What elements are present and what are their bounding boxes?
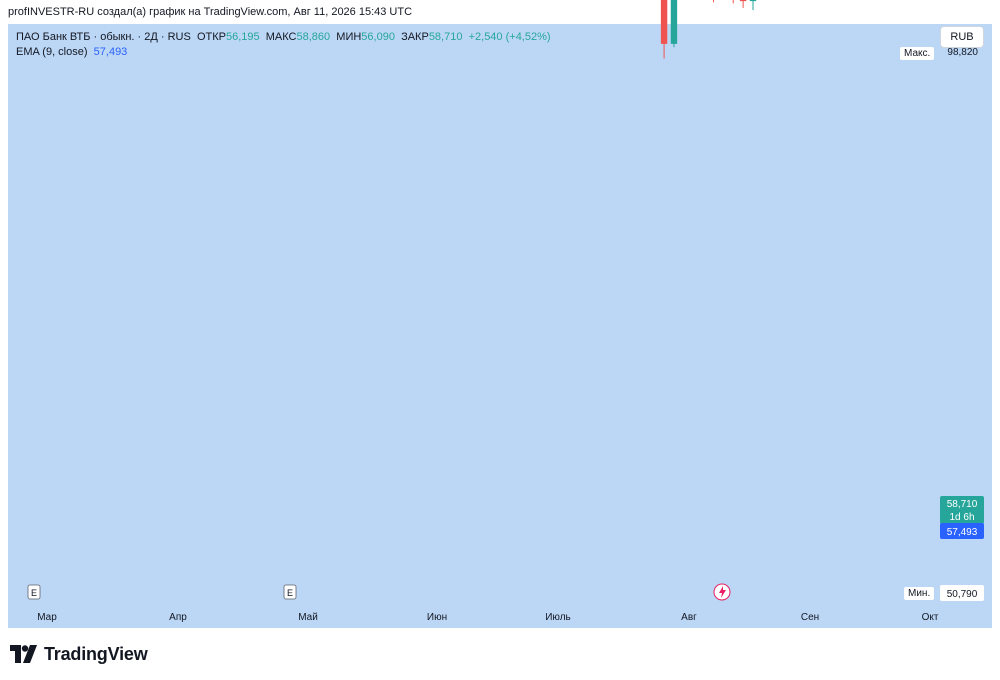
ema-value: 57,493 [93, 46, 128, 58]
x-tick-label: Май [298, 612, 318, 623]
x-tick-label: Апр [169, 612, 187, 623]
high-label: МАКС [265, 31, 297, 43]
earnings-event-label: E [287, 588, 293, 598]
symbol-label[interactable]: ПАО Банк ВТБ · обыкн. · 2Д · RUS [16, 31, 191, 43]
ema-label[interactable]: EMA (9, close) [16, 46, 88, 58]
x-tick-label: Июн [427, 612, 447, 623]
low-value: 56,090 [361, 31, 395, 43]
earnings-event-marker[interactable] [27, 584, 41, 600]
ohlc-legend: ПАО Банк ВТБ · обыкн. · 2Д · RUS ОТКР56,… [16, 31, 551, 43]
max-label: Макс. [900, 47, 935, 60]
min-label: Мин. [904, 587, 935, 600]
close-value: 58,710 [428, 31, 463, 43]
tradingview-logo[interactable]: TradingView [10, 642, 148, 666]
currency-button[interactable]: RUB [940, 26, 984, 48]
open-label: ОТКР [196, 31, 226, 43]
ema-price-tag: 57,493 [947, 527, 978, 538]
close-label: ЗАКР [401, 31, 429, 43]
lightning-icon [719, 586, 726, 598]
x-tick-label: Окт [922, 612, 939, 623]
y-tick-label-top: 98,820 [947, 47, 978, 58]
low-label: МИН [336, 31, 362, 43]
high-value: 58,860 [296, 31, 331, 43]
x-tick-label: Авг [681, 612, 697, 623]
earnings-event-label: E [31, 588, 37, 598]
ema-legend: EMA (9, close) 57,493 [16, 46, 127, 58]
x-tick-label: Мар [37, 612, 57, 623]
x-tick-label: Июль [545, 612, 571, 623]
ema-price-tag-bg [940, 523, 984, 539]
earnings-event-marker[interactable] [283, 584, 297, 600]
candle-body[interactable] [660, 0, 668, 44]
countdown-tag: 1d 6h [949, 512, 974, 523]
min-price-tag: 50,790 [947, 589, 978, 600]
x-tick-label: Сен [801, 612, 819, 623]
last-price-tag: 58,710 [947, 499, 978, 510]
candle-body[interactable] [749, 0, 757, 2]
chart-area[interactable] [8, 24, 992, 628]
min-price-tag-bg [940, 585, 984, 601]
candle-body[interactable] [739, 0, 747, 2]
last-price-tag-bg [940, 496, 984, 524]
change-value: +2,540 (+4,52%) [468, 31, 551, 43]
open-value: 56,195 [225, 31, 260, 43]
tradingview-logo-icon [10, 645, 37, 663]
brand-name: TradingView [44, 643, 148, 664]
candle-body[interactable] [670, 0, 678, 44]
attribution-text: profINVESTR-RU создал(а) график на Tradi… [8, 6, 413, 18]
